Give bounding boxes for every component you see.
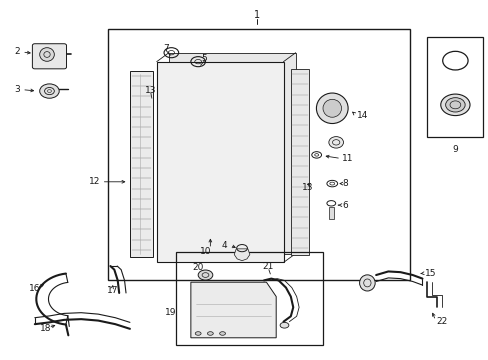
Text: 15: 15 — [424, 269, 435, 278]
Ellipse shape — [195, 332, 201, 335]
Text: 22: 22 — [435, 317, 447, 326]
Bar — [290, 69, 309, 255]
Ellipse shape — [316, 93, 347, 123]
Ellipse shape — [440, 94, 469, 116]
Bar — [328, 207, 333, 220]
Ellipse shape — [219, 332, 225, 335]
Text: 13: 13 — [145, 86, 156, 95]
Text: 18: 18 — [40, 324, 51, 333]
Bar — [157, 62, 283, 262]
Ellipse shape — [323, 99, 341, 117]
Bar — [176, 252, 322, 345]
Text: 13: 13 — [302, 183, 313, 192]
Text: 20: 20 — [192, 264, 203, 273]
Bar — [427, 37, 483, 137]
Text: 5: 5 — [201, 54, 207, 63]
Text: 21: 21 — [262, 262, 273, 271]
Bar — [168, 53, 295, 253]
Bar — [130, 71, 153, 257]
Ellipse shape — [207, 332, 213, 335]
Text: 1: 1 — [253, 10, 259, 20]
Ellipse shape — [445, 98, 464, 112]
Text: 7: 7 — [163, 44, 169, 53]
Ellipse shape — [328, 136, 343, 148]
Text: 16: 16 — [29, 284, 41, 293]
Text: 9: 9 — [451, 145, 457, 154]
Text: 4: 4 — [222, 241, 227, 250]
Text: 19: 19 — [164, 308, 176, 317]
Text: 17: 17 — [107, 286, 118, 295]
Polygon shape — [190, 282, 276, 338]
Text: 2: 2 — [14, 48, 20, 57]
Ellipse shape — [40, 48, 54, 61]
Text: 11: 11 — [341, 154, 353, 163]
Ellipse shape — [359, 275, 374, 291]
Ellipse shape — [40, 84, 59, 98]
Text: 14: 14 — [356, 111, 367, 120]
FancyBboxPatch shape — [32, 44, 66, 69]
Bar — [108, 30, 409, 280]
Text: 8: 8 — [341, 179, 347, 188]
Polygon shape — [234, 249, 249, 261]
Ellipse shape — [280, 322, 288, 328]
Ellipse shape — [198, 270, 212, 280]
Text: 10: 10 — [199, 247, 211, 256]
Text: 6: 6 — [341, 201, 347, 210]
Text: 12: 12 — [89, 177, 101, 186]
Text: 3: 3 — [14, 85, 20, 94]
